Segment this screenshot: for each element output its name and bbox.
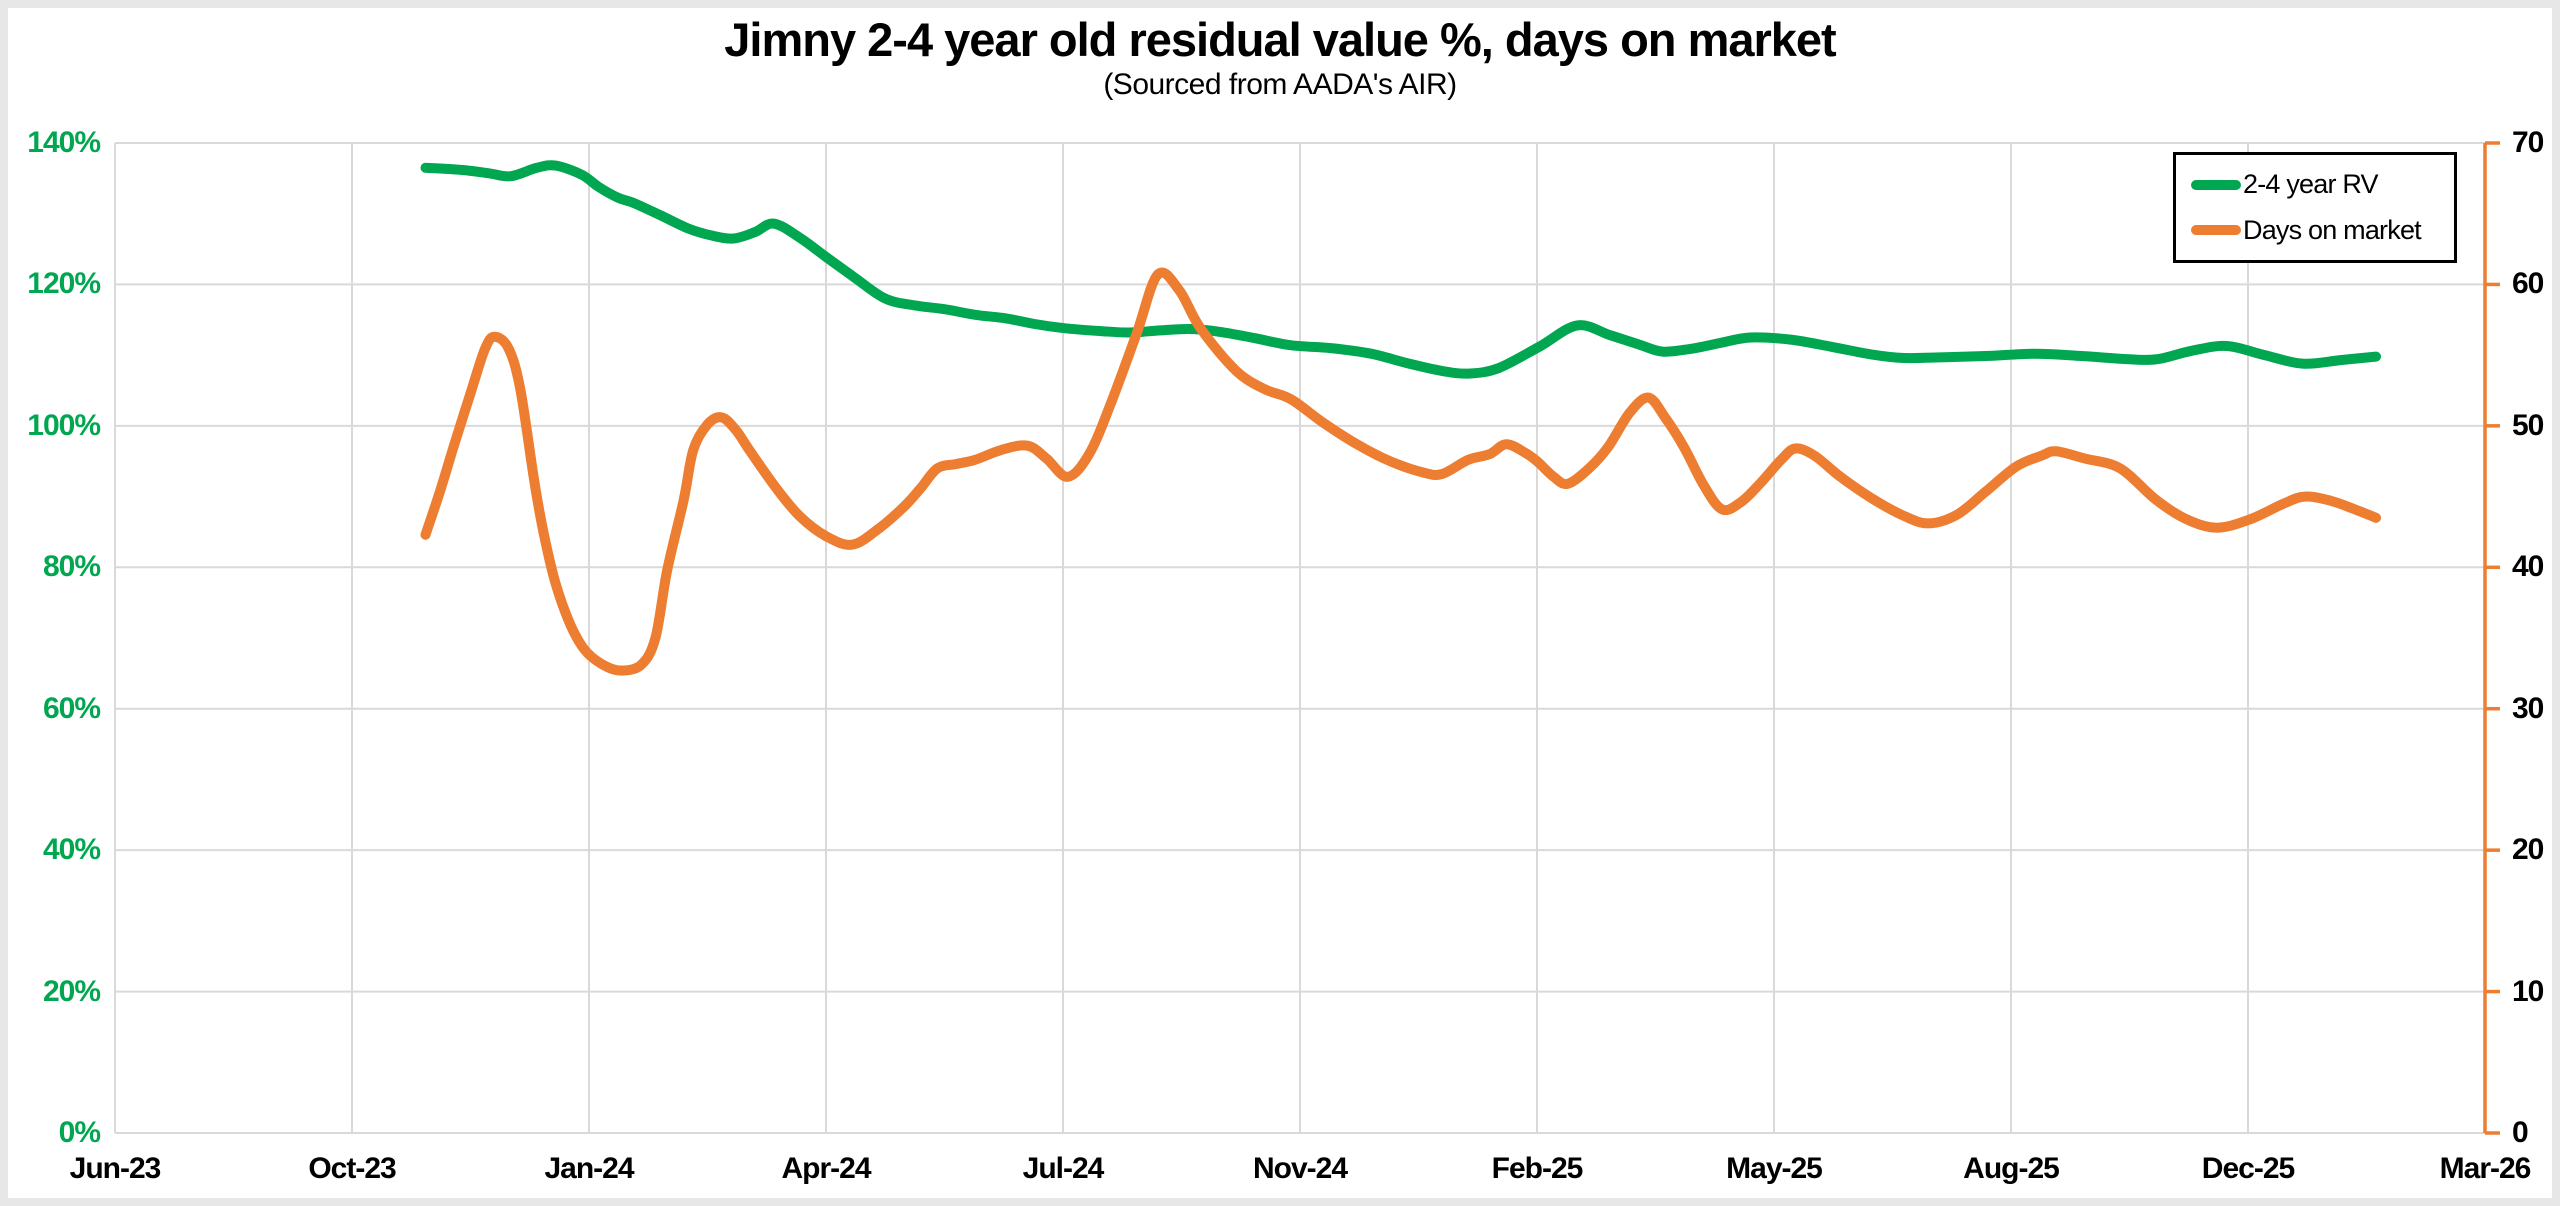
y-right-tick-label: 0: [2512, 1116, 2529, 1149]
legend-item-dom: Days on market: [2191, 215, 2454, 246]
dom-line: [420, 267, 2381, 676]
x-tick-label: Mar-26: [2439, 1152, 2532, 1185]
y-right-tick-label: 40: [2512, 550, 2544, 584]
y-left-tick-label: 20%: [42, 974, 101, 1008]
y-left-tick-label: 40%: [42, 833, 101, 867]
chart-subtitle: (Sourced from AADA's AIR): [1103, 68, 1457, 101]
y-left-tick-label: 80%: [42, 550, 101, 584]
legend-item-rv: 2-4 year RV: [2191, 169, 2454, 200]
x-tick-label: Dec-25: [2201, 1152, 2295, 1185]
y-right-tick-label: 70: [2512, 126, 2544, 159]
x-tick-label: Apr-24: [781, 1152, 871, 1185]
x-tick-label: Feb-25: [1491, 1152, 1584, 1185]
y-left-tick-label: 100%: [27, 408, 101, 442]
x-tick-label: Jan-24: [544, 1152, 634, 1185]
y-right-tick-label: 50: [2512, 408, 2544, 442]
dom-line-swatch: [2191, 225, 2241, 236]
x-tick-label: Oct-23: [308, 1152, 396, 1185]
x-tick-label: Jul-24: [1022, 1152, 1105, 1185]
y-right-tick-label: 30: [2512, 691, 2544, 725]
x-tick-label: Jun-23: [69, 1152, 162, 1185]
x-tick-label: Nov-24: [1252, 1152, 1348, 1185]
y-right-tick-label: 20: [2512, 833, 2544, 867]
x-tick-label: Aug-25: [1963, 1152, 2060, 1185]
rv-line-swatch: [2191, 179, 2241, 190]
y-left-tick-label: 120%: [27, 267, 101, 301]
legend: 2-4 year RV Days on market: [2173, 152, 2457, 263]
legend-label-dom: Days on market: [2243, 214, 2422, 245]
x-tick-label: May-25: [1726, 1152, 1823, 1185]
rv-line: [420, 160, 2381, 379]
y-right-tick-label: 60: [2512, 267, 2544, 301]
chart-title: Jimny 2-4 year old residual value %, day…: [724, 13, 1836, 66]
y-right-tick-label: 10: [2512, 974, 2544, 1008]
y-left-tick-label: 60%: [42, 691, 101, 725]
legend-label-rv: 2-4 year RV: [2243, 169, 2379, 200]
y-left-tick-label: 0%: [58, 1116, 101, 1149]
y-left-tick-label: 140%: [27, 126, 101, 159]
